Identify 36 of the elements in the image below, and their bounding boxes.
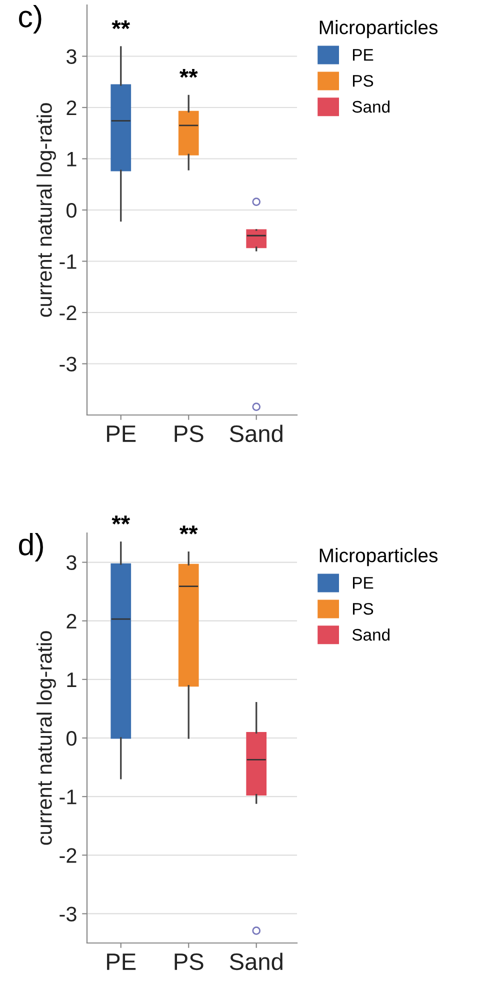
text: c) — [19, 5, 42, 34]
annotation: ** — [179, 526, 198, 534]
legend-label: PS — [353, 602, 374, 615]
y-axis-title: current natural log-ratio — [36, 103, 56, 317]
x-tick-label: PE — [107, 954, 136, 970]
y-axis-title: current natural log-ratio — [36, 631, 56, 845]
legend-title: Microparticles — [320, 20, 438, 38]
x-tick-label: Sand — [230, 424, 282, 442]
y-tick-label: -3 — [60, 906, 76, 922]
legend-title: Microparticles — [320, 548, 438, 566]
x-tick-label: PS — [174, 953, 204, 970]
x-tick-label: Sand — [230, 952, 282, 970]
text: d) — [18, 533, 43, 562]
y-tick-label: -1 — [60, 254, 76, 269]
y-tick-label: 1 — [67, 152, 76, 166]
y-tick-label: -1 — [60, 790, 76, 804]
annotation: ** — [112, 20, 130, 30]
y-tick-label: 0 — [66, 203, 76, 218]
legend-label: Sand — [352, 100, 390, 113]
x-tick-label: PS — [174, 425, 204, 442]
legend-label: PE — [353, 577, 374, 589]
annotation: ** — [179, 69, 198, 78]
legend-label: PS — [353, 74, 374, 87]
legend-label: Sand — [352, 628, 390, 641]
y-tick-label: 3 — [66, 555, 76, 570]
y-tick-label: -2 — [60, 306, 76, 320]
y-tick-label: -3 — [60, 356, 76, 372]
text: ** — [112, 516, 130, 524]
y-tick-label: -2 — [60, 848, 76, 863]
y-tick-label: 0 — [66, 731, 76, 746]
x-tick-label: PE — [107, 426, 136, 442]
legend-label: PE — [353, 49, 374, 61]
y-tick-label: 3 — [66, 49, 76, 64]
y-tick-label: 1 — [67, 672, 76, 687]
y-tick-label: 2 — [66, 614, 76, 628]
y-tick-label: 2 — [66, 100, 76, 116]
